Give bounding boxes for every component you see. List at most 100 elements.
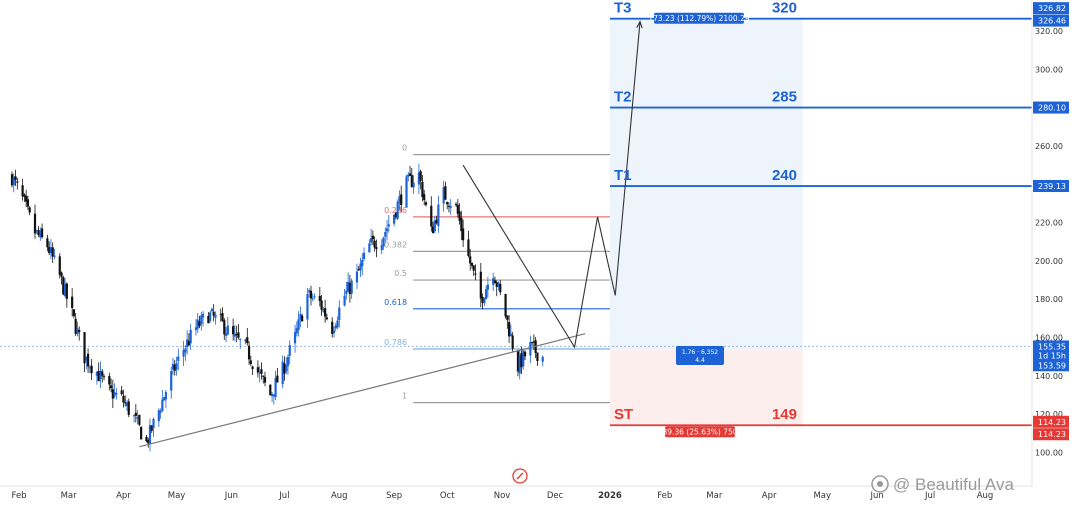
time-axis[interactable]: Feb Mar Apr May Jun Jul Aug Sep Oct Nov Dec 2026 Feb…: [0, 485, 1032, 501]
candle-body: [531, 341, 534, 343]
candle-body: [49, 247, 53, 254]
candle-body: [214, 314, 217, 318]
candle-body: [382, 237, 385, 247]
price-tick-label: 160.00: [1035, 334, 1063, 343]
time-tick-label: Jun: [869, 491, 883, 501]
candle-body: [102, 376, 106, 378]
candle-body: [410, 175, 413, 187]
candle-body: [442, 187, 445, 204]
candle-body: [221, 313, 224, 321]
candle-body: [446, 202, 449, 205]
time-tick-label: May: [168, 491, 186, 501]
candle-body: [124, 402, 127, 404]
candle-body: [460, 217, 463, 232]
time-tick-label: Aug: [977, 491, 994, 501]
candle-body: [283, 363, 286, 374]
candle-body: [472, 265, 475, 271]
candle-body: [368, 243, 371, 253]
price-label-text: 153.59: [1038, 361, 1066, 370]
candle-body: [293, 332, 297, 344]
candle-body: [423, 194, 426, 201]
candle-body: [71, 296, 74, 308]
time-tick-label: Apr: [762, 491, 777, 501]
candle-body: [308, 290, 311, 293]
candle-body: [262, 375, 265, 377]
candle-body: [301, 315, 304, 322]
candle-body: [10, 174, 14, 186]
candle-body: [109, 385, 113, 389]
candle-body: [244, 339, 247, 342]
trendline: [139, 333, 586, 448]
candle-body: [435, 219, 438, 224]
price-label-text: 1d 15h: [1038, 352, 1066, 361]
candle-body: [16, 181, 19, 183]
candle-body: [508, 322, 511, 337]
candle-body: [120, 390, 123, 395]
time-tick-label: Jul: [924, 491, 935, 501]
price-tick-label: 320.00: [1035, 27, 1063, 36]
candle-body: [127, 401, 130, 415]
candle-body: [396, 201, 399, 219]
candle-body: [370, 238, 373, 243]
candle-body: [51, 247, 54, 257]
time-tick-label: Jun: [224, 491, 238, 501]
candle-body: [258, 371, 261, 374]
candle-body: [74, 318, 77, 334]
candle-body: [387, 224, 390, 227]
drawings: [139, 20, 643, 448]
candle-body: [256, 367, 260, 373]
candle-body: [437, 204, 440, 227]
candle-body: [470, 262, 474, 266]
candle-body: [348, 282, 351, 295]
candle-body: [161, 399, 164, 412]
candle-body: [53, 255, 56, 258]
candle-body: [536, 352, 539, 361]
candle-body: [421, 181, 424, 198]
target-name-t3: T3: [614, 0, 632, 17]
candle-body: [485, 289, 488, 300]
candle-body: [247, 345, 251, 360]
candle-body: [419, 171, 422, 181]
candle-body: [196, 319, 199, 329]
candle-body: [12, 176, 15, 186]
fib-level-label: 1: [402, 392, 407, 401]
candle-body: [447, 205, 451, 207]
candle-body: [458, 211, 461, 221]
fib-level-label: 0.618: [384, 298, 407, 307]
ratio-badge-line1: 1.76 · 6,352: [682, 349, 718, 356]
candle-body: [147, 440, 150, 444]
candle-body: [97, 370, 100, 382]
candle-body: [400, 194, 403, 206]
tradingview-logo-icon[interactable]: [512, 468, 528, 484]
target-name-st: ST: [614, 406, 633, 423]
price-tick-label: 140.00: [1035, 372, 1063, 381]
candle-body: [233, 333, 237, 337]
candle-body: [299, 314, 302, 320]
candle-body: [207, 315, 210, 324]
candle-body: [249, 360, 252, 364]
candle-body: [132, 415, 136, 417]
price-label-text: 114.23: [1038, 430, 1066, 439]
time-tick-label: Oct: [440, 491, 455, 501]
price-axis[interactable]: 100.00 120.00 140.00 160.00 180.00 200.00 220.…: [1031, 0, 1069, 486]
candle-body: [251, 366, 254, 370]
candle-body: [157, 410, 160, 422]
time-tick-label: Sep: [386, 491, 402, 501]
candle-body: [223, 320, 226, 335]
candle-body: [187, 340, 191, 346]
fibonacci-retracement: 0 0.236 0.382 0.5 0.618 0.786 1: [384, 144, 610, 404]
candle-body: [189, 329, 192, 344]
time-tick-label: Jul: [278, 491, 289, 501]
candle-body: [320, 300, 323, 310]
candle-body: [108, 376, 111, 385]
price-tick-label: 100.00: [1035, 448, 1063, 457]
candle-body: [334, 325, 337, 329]
candle-body: [232, 326, 235, 335]
candle-body: [511, 335, 514, 349]
price-label-box: [1033, 428, 1069, 441]
candle-body: [260, 369, 263, 374]
candle-body: [173, 364, 176, 371]
candle-body: [40, 228, 44, 238]
candle-body: [148, 425, 152, 444]
